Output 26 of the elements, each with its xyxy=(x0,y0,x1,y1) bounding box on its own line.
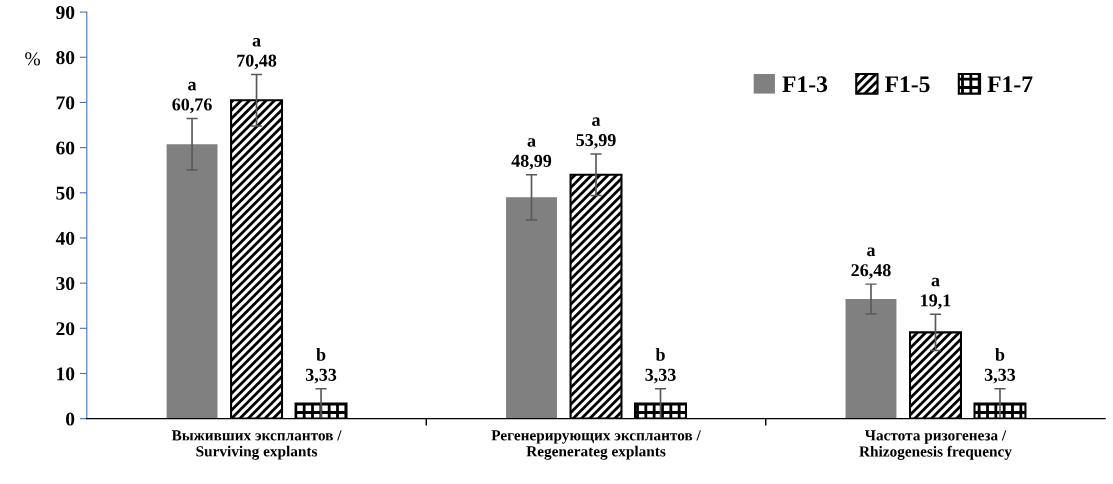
y-tick-label: 30 xyxy=(56,276,75,291)
y-tick-label: 20 xyxy=(56,322,75,336)
legend-label: F1-5 xyxy=(884,76,930,93)
x-tick-label: Выживших эксплантов / Surviving explants xyxy=(171,430,342,460)
data-label: b 3,33 xyxy=(645,348,676,384)
data-label: a 48,99 xyxy=(511,138,552,170)
data-label: a 53,99 xyxy=(576,117,616,149)
data-label: a 60,76 xyxy=(172,81,212,114)
data-label: b 3,33 xyxy=(984,348,1016,384)
legend-label: F1-7 xyxy=(987,76,1033,92)
data-label: a 26,48 xyxy=(851,247,891,279)
y-tick-label: 40 xyxy=(55,231,75,245)
y-axis-title: % xyxy=(25,52,41,66)
y-tick-label: 90 xyxy=(56,5,75,20)
data-label: b 3,33 xyxy=(305,348,337,384)
x-tick-label: Регенерирующих эксплантов / Regenerateg explants xyxy=(491,430,701,460)
y-tick-label: 10 xyxy=(57,367,75,381)
data-label: a 19,1 xyxy=(921,277,951,310)
y-tick-label: 80 xyxy=(56,51,75,65)
y-tick-label: 60 xyxy=(56,141,75,155)
x-tick-label: Частота ризогенеза / Rhizogenesis frequency xyxy=(859,430,1012,460)
y-tick-label: 50 xyxy=(56,186,75,200)
y-tick-label: 0 xyxy=(66,412,75,426)
y-tick-label: 70 xyxy=(56,96,75,110)
legend-label: F1-3 xyxy=(782,76,828,93)
data-label: a 70,48 xyxy=(237,37,277,70)
